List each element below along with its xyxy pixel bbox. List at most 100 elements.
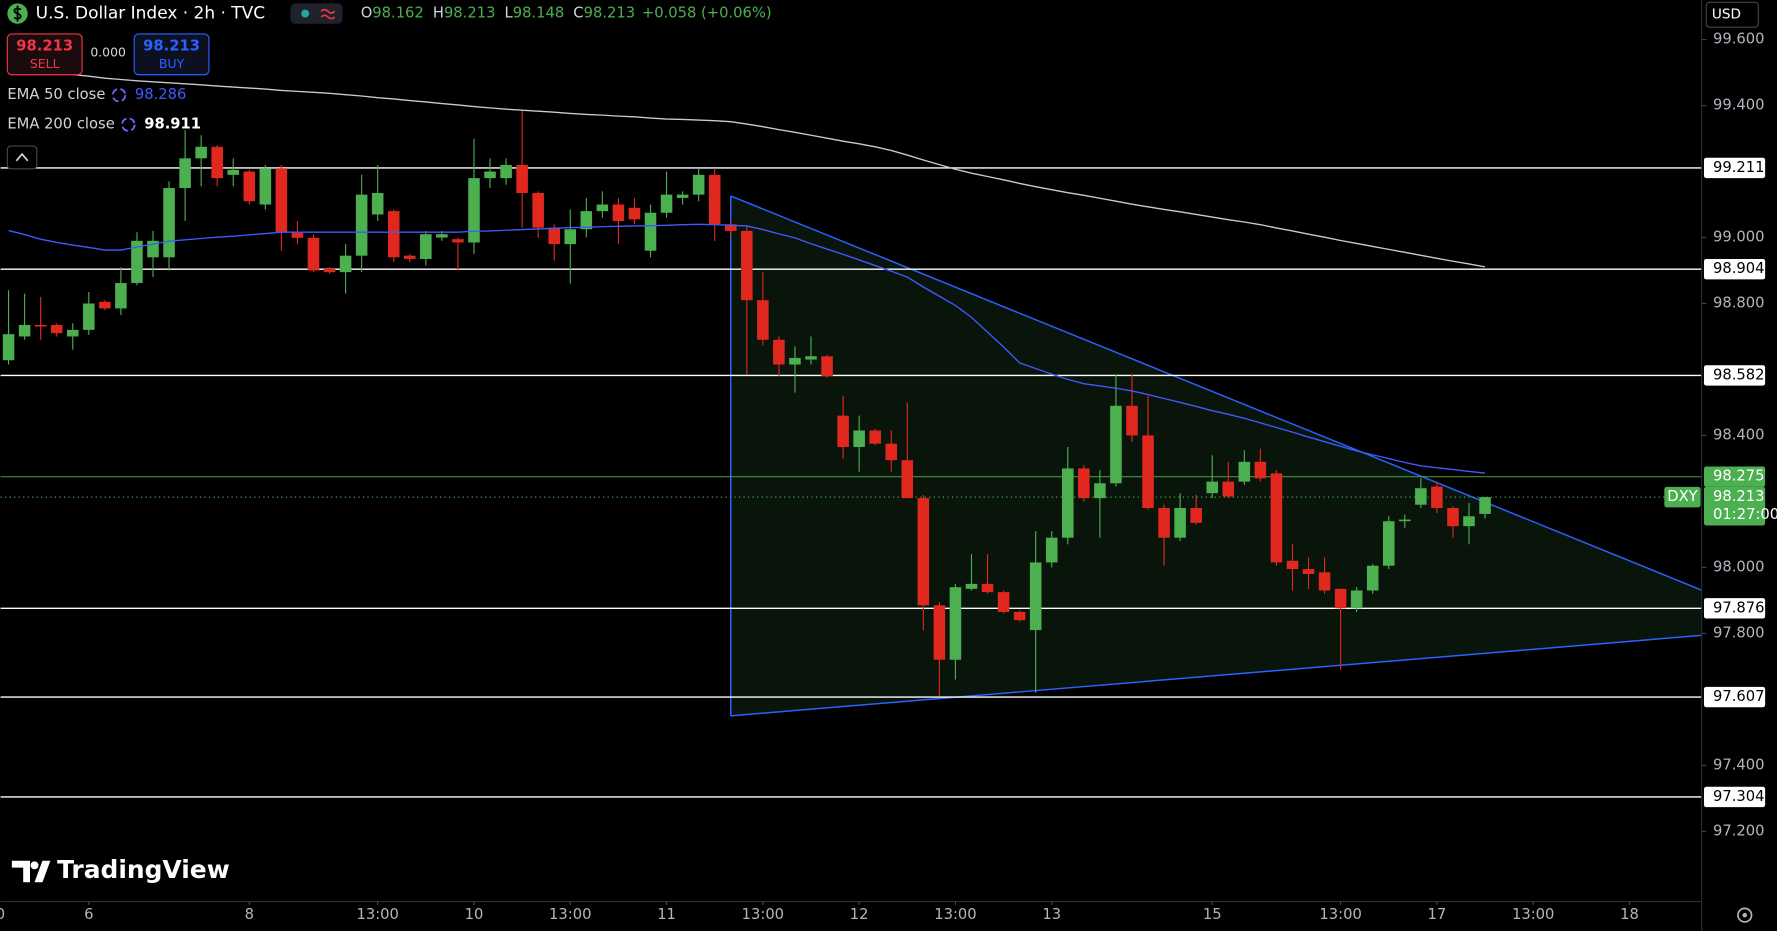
x-tick-label: 13 [1042,906,1061,923]
candle-body [1190,508,1202,523]
buy-label: BUY [159,56,185,71]
indicator-legend: EMA 50 close 98.286 EMA 200 close 98.911 [7,86,201,132]
candle-body [1062,468,1074,538]
x-tick-label: 18 [1620,906,1639,923]
candle-body [805,356,817,360]
settings-button[interactable] [1737,907,1753,923]
candle-body [1334,588,1347,609]
legend-value: 98.286 [135,86,187,103]
legend-value: 98.911 [144,116,201,133]
candle-body [259,168,272,205]
symbol-icon-glyph [13,5,22,22]
candle-body [692,174,705,195]
buy-button[interactable]: 98.213 BUY [133,33,210,76]
ohlc-label: C [573,5,583,22]
x-tick-label: 12 [850,906,869,923]
candle-body [1174,508,1186,538]
x-tick-label: 00 [0,906,5,923]
candle-body [532,192,544,228]
candle-body [275,168,288,233]
collapse-button[interactable] [6,145,38,170]
ohlc-value: 98.213 [584,5,636,22]
candle-body [452,239,464,243]
candle-body [741,230,753,301]
sell-button[interactable]: 98.213 SELL [6,33,83,76]
currency-frame [1705,1,1759,28]
candle-body [1142,435,1154,509]
delayed-icon [320,8,336,20]
last-price-tag [1703,486,1766,526]
candle-body [1126,405,1138,436]
settings-gear [1737,907,1753,923]
level-tag [1703,157,1766,179]
ohlc-value: 98.162 [372,5,424,22]
candle-body [1222,481,1235,497]
candle-body [163,188,175,258]
candle-body [66,329,79,337]
candle-body [837,415,849,447]
y-tick-label: 98.400 [1713,426,1765,443]
candle-body [628,207,641,220]
plot-area [0,66,1702,798]
y-tick-label: 97.200 [1713,822,1765,839]
candle-body [355,194,368,256]
candle-body [34,324,47,327]
spread: 0.000 [90,45,126,60]
brand-logo-dot [30,861,39,870]
candle-body [1302,569,1315,574]
last-price-label: 98.213 [1713,488,1765,505]
candle-body [548,227,560,245]
brand-name: TradingView [57,855,230,884]
x-tick-label: 13:00 [934,906,976,923]
level-label: 99.211 [1713,159,1765,176]
candle-body [516,164,528,193]
candle-body [83,303,95,330]
candle-body [724,224,737,231]
buy-button-frame [133,33,210,76]
candle-body [821,356,833,377]
y-tick-label: 97.800 [1713,624,1765,641]
candle-body [1286,560,1299,570]
candle-body [387,211,400,258]
candle-body [1447,508,1459,527]
candle-body [580,211,593,230]
candle-body [1029,562,1042,631]
triangle-lower [730,634,1702,717]
settings-gear-hub [1742,912,1748,918]
candle-body [1431,486,1443,509]
candle-body [869,430,881,444]
y-tick-label: 99.400 [1713,97,1765,114]
candle-body [131,240,143,284]
candle-body [1399,519,1411,522]
level-label: 97.304 [1713,788,1765,805]
candle-body [1206,481,1218,494]
candle-body [676,194,689,198]
level-label: 98.582 [1713,366,1765,383]
candle-body [1415,488,1427,505]
currency-button[interactable]: USD [1705,1,1759,28]
symbol-tag [1664,486,1701,508]
ohlc-change: +0.058 (+0.06%) [642,5,772,22]
candle-body [323,268,336,273]
sell-price: 98.213 [16,37,73,54]
candle-body [307,237,320,271]
x-tick-label: 13:00 [1319,906,1361,923]
candle-body [2,334,15,361]
x-tick-label: 10 [465,906,484,923]
market-open-dot [301,9,310,18]
level-tag [1703,786,1766,808]
x-tick-label: 6 [84,906,93,923]
x-tick-label: 13:00 [1512,906,1554,923]
candle-body [1110,405,1122,484]
y-tick-label: 99.600 [1713,31,1765,48]
highlight-level-label: 98.275 [1713,468,1765,485]
candle-body [596,204,609,212]
level-label: 97.876 [1713,599,1765,616]
candle-body [50,324,63,334]
level-tag [1703,258,1766,280]
candle-body [147,240,159,258]
candle-body [195,146,207,159]
